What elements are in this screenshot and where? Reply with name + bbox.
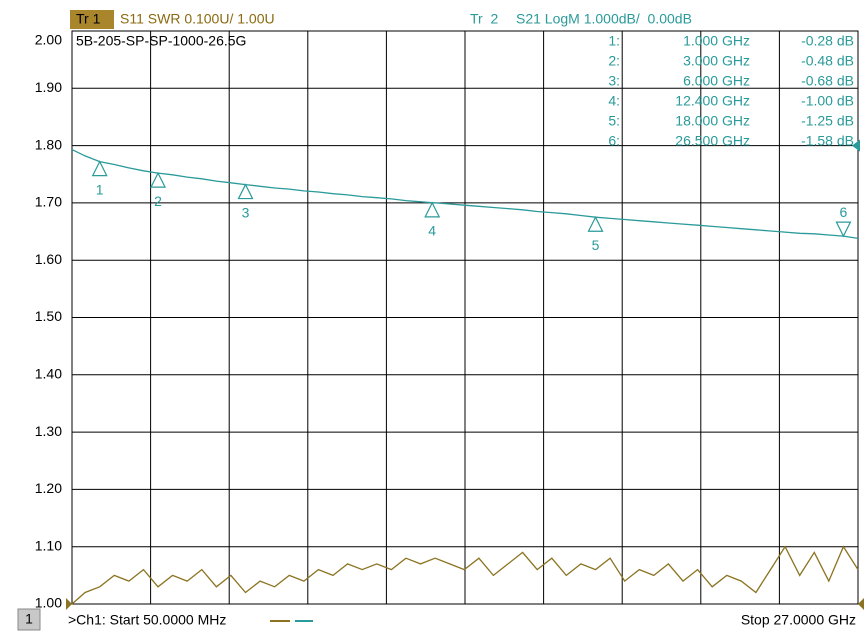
marker-row-label: 1: <box>608 33 620 49</box>
y-tick-label: 1.30 <box>35 423 62 439</box>
plot-border <box>71 30 859 605</box>
marker <box>91 160 108 177</box>
reference-marker <box>858 598 864 610</box>
trace-line <box>71 545 859 605</box>
trace-1-settings: S11 SWR 0.100U/ 1.00U <box>120 11 275 27</box>
footer <box>0 608 866 635</box>
marker <box>424 201 441 218</box>
y-tick-label: 1.20 <box>35 480 62 496</box>
marker-frequency: 26.500 GHz <box>675 133 750 149</box>
marker-value: -1.00 dB <box>801 93 854 109</box>
marker-value: -1.58 dB <box>801 133 854 149</box>
trace-1-label: Tr 1 <box>76 11 101 27</box>
trace-1-badge <box>70 10 114 29</box>
y-tick-label: 2.00 <box>35 32 62 48</box>
marker-label: 6 <box>840 204 848 220</box>
marker-label: 4 <box>428 223 436 239</box>
y-tick-label: 1.90 <box>35 79 62 95</box>
marker-frequency: 3.000 GHz <box>683 53 750 69</box>
marker-label: 2 <box>154 193 162 209</box>
marker <box>587 215 604 232</box>
channel-number: 1 <box>25 611 33 627</box>
marker-value: -0.48 dB <box>801 53 854 69</box>
y-tick-label: 1.40 <box>35 366 62 382</box>
marker-row-label: 6: <box>608 133 620 149</box>
marker-row-label: 5: <box>608 113 620 129</box>
marker-frequency: 6.000 GHz <box>683 73 750 89</box>
marker-row-label: 3: <box>608 73 620 89</box>
marker-row-label: 2: <box>608 53 620 69</box>
marker-label: 5 <box>592 237 600 253</box>
start-label: >Ch1: Start 50.0000 MHz <box>68 612 226 628</box>
trace-2-label: Tr 2 <box>470 11 498 27</box>
trace-line <box>71 149 859 240</box>
marker <box>150 171 167 188</box>
reference-marker <box>852 139 860 152</box>
channel-badge <box>17 608 41 631</box>
marker <box>237 183 254 200</box>
y-tick-label: 1.60 <box>35 251 62 267</box>
marker <box>835 221 852 238</box>
trace-2-settings: S21 LogM 1.000dB/ 0.00dB <box>516 11 692 27</box>
marker-row-label: 4: <box>608 93 620 109</box>
y-tick-label: 1.80 <box>35 136 62 152</box>
stop-label: Stop 27.0000 GHz <box>741 612 856 628</box>
marker-value: -0.28 dB <box>801 33 854 49</box>
reference-marker <box>66 598 72 610</box>
marker-value: -1.25 dB <box>801 113 854 129</box>
chart-title: 5B-205-SP-SP-1000-26.5G <box>76 33 246 49</box>
marker-frequency: 1.000 GHz <box>683 33 750 49</box>
y-tick-label: 1.10 <box>35 537 62 553</box>
marker-frequency: 12.400 GHz <box>675 93 750 109</box>
marker-label: 3 <box>242 204 250 220</box>
marker-value: -0.68 dB <box>801 73 854 89</box>
y-tick-label: 1.70 <box>35 194 62 210</box>
marker-frequency: 18.000 GHz <box>675 113 750 129</box>
y-tick-label: 1.50 <box>35 308 62 324</box>
marker-label: 1 <box>96 181 104 197</box>
y-tick-label: 1.00 <box>35 595 62 611</box>
